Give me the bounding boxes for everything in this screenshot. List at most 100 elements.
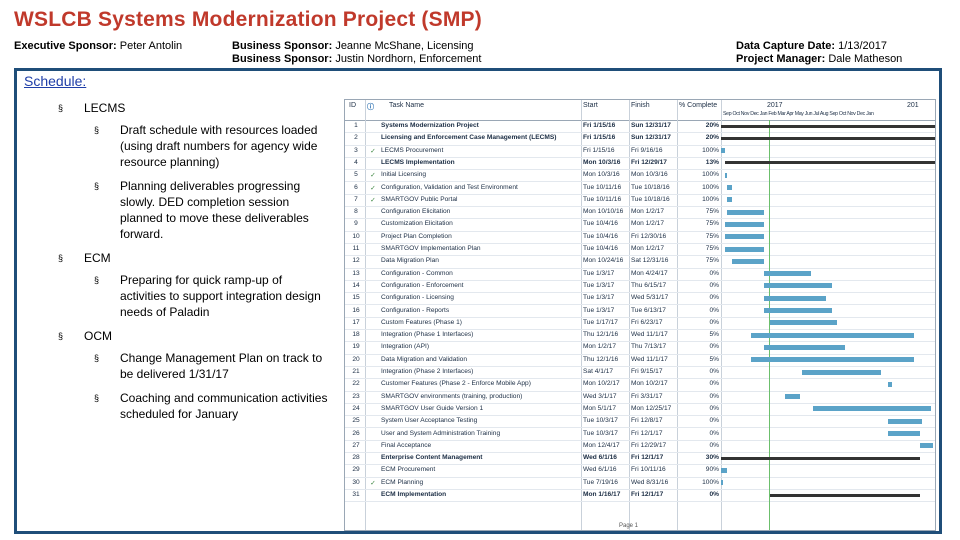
task-bar xyxy=(725,246,764,252)
task-start: Sat 4/1/17 xyxy=(583,368,614,375)
task-bar xyxy=(725,221,764,227)
schedule-subitem: § Change Management Plan on track to be d… xyxy=(58,350,328,382)
gantt-row: 22 Customer Features (Phase 2 - Enforce M… xyxy=(345,378,935,392)
summary-bar xyxy=(721,124,935,128)
task-start: Tue 10/11/16 xyxy=(583,195,622,203)
task-start: Tue 10/4/16 xyxy=(583,220,618,228)
task-percent: 0% xyxy=(709,269,719,277)
schedule-subitem-text: Preparing for quick ramp-up of activitie… xyxy=(120,273,321,319)
gantt-row: 7 ✓ SMARTGOV Public Portal Tue 10/11/16 Tue … xyxy=(345,194,935,208)
task-bar xyxy=(731,258,764,264)
page-footer: Page 1 xyxy=(619,523,639,529)
schedule-subitem-text: Draft schedule with resources loaded (us… xyxy=(120,123,318,169)
schedule-subitem: § Coaching and communication activities s… xyxy=(58,390,328,422)
bullet-marker: § xyxy=(94,275,100,285)
gantt-row: 28 Enterprise Content Management Wed 6/1/1… xyxy=(345,452,935,466)
task-name: SMARTGOV User Guide Version 1 xyxy=(381,404,484,412)
task-name: LECMS Implementation xyxy=(381,158,455,166)
task-id: 2 xyxy=(354,134,358,142)
task-start: Fri 1/15/16 xyxy=(583,134,616,142)
task-bar xyxy=(725,172,728,178)
task-percent: 13% xyxy=(705,158,719,166)
task-finish: Tue 10/18/16 xyxy=(631,183,670,191)
task-id: 21 xyxy=(352,368,360,375)
task-finish: Mon 12/25/17 xyxy=(631,404,672,412)
gantt-row: 21 Integration (Phase 2 Interfaces) Sat 4/… xyxy=(345,366,935,380)
task-percent: 100% xyxy=(702,146,719,154)
task-finish: Fri 3/31/17 xyxy=(631,392,663,400)
task-percent: 0% xyxy=(709,380,719,388)
task-percent: 0% xyxy=(709,491,719,498)
task-percent: 0% xyxy=(709,343,719,351)
task-percent: 20% xyxy=(705,122,719,129)
task-id: 13 xyxy=(352,269,360,277)
task-id: 12 xyxy=(352,257,360,265)
col-pct-complete: % Complete xyxy=(679,102,718,109)
schedule-item: § LECMS xyxy=(58,100,328,116)
task-name: System User Acceptance Testing xyxy=(381,417,478,425)
gantt-row: 8 Configuration Elicitation Mon 10/10/16 Mo… xyxy=(345,206,935,220)
task-bar xyxy=(725,234,764,240)
task-name: SMARTGOV Implementation Plan xyxy=(381,245,481,252)
task-name: Enterprise Content Management xyxy=(381,454,483,462)
bullet-marker: § xyxy=(94,393,100,403)
task-name: Final Acceptance xyxy=(381,441,432,449)
task-finish: Thu 7/13/17 xyxy=(631,343,667,351)
task-name: Data Migration Plan xyxy=(381,257,439,265)
gantt-row: 19 Integration (API) Mon 1/2/17 Thu 7/13/17… xyxy=(345,341,935,355)
task-start: Mon 5/1/17 xyxy=(583,404,616,412)
task-name: Customer Features (Phase 2 - Enforce Mob… xyxy=(381,380,531,388)
task-percent: 0% xyxy=(709,404,719,412)
schedule-item-label: OCM xyxy=(84,329,112,343)
gantt-timeline xyxy=(721,120,935,530)
gantt-row: 14 Configuration - Enforcement Tue 1/3/17 T… xyxy=(345,280,935,294)
bullet-marker: § xyxy=(58,331,64,341)
task-id: 19 xyxy=(352,343,360,351)
task-id: 26 xyxy=(352,429,360,437)
gantt-row: 16 Configuration - Reports Tue 1/3/17 Tue 6… xyxy=(345,305,935,318)
task-start: Mon 10/10/16 xyxy=(583,208,624,216)
task-bar xyxy=(887,431,920,436)
task-percent: 5% xyxy=(709,355,719,363)
task-bar xyxy=(721,467,728,473)
task-start: Tue 1/3/17 xyxy=(583,294,615,302)
business-sponsor-licensing: Business Sponsor: Jeanne McShane, Licens… xyxy=(232,40,474,52)
task-bar xyxy=(763,295,826,301)
task-finish: Fri 9/16/16 xyxy=(631,146,663,154)
schedule-item-label: ECM xyxy=(84,251,111,265)
gantt-row: 30 ✓ ECM Planning Tue 7/19/16 Wed 8/31/16 100… xyxy=(345,477,935,490)
schedule-item-label: LECMS xyxy=(84,101,126,115)
task-percent: 0% xyxy=(709,368,719,375)
gantt-chart: ID ⓘ Task Name Start Finish % Complete 2… xyxy=(344,99,936,531)
task-id: 25 xyxy=(352,417,360,425)
schedule-heading: Schedule: xyxy=(24,73,87,89)
task-percent: 75% xyxy=(705,232,719,240)
task-bar xyxy=(727,197,732,203)
check-icon: ✓ xyxy=(370,196,376,204)
task-bar xyxy=(721,480,724,486)
task-start: Mon 12/4/17 xyxy=(583,441,620,449)
task-id: 20 xyxy=(352,355,360,363)
task-name: Integration (Phase 1 Interfaces) xyxy=(381,331,474,339)
summary-bar xyxy=(770,493,921,497)
task-bar xyxy=(727,209,764,215)
task-name: Configuration - Enforcement xyxy=(381,281,464,289)
task-start: Tue 10/3/17 xyxy=(583,417,618,425)
task-finish: Sat 12/31/16 xyxy=(631,257,669,265)
task-id: 24 xyxy=(352,404,360,412)
task-start: Wed 3/1/17 xyxy=(583,392,617,400)
task-name: ECM Procurement xyxy=(381,466,436,474)
task-bar xyxy=(887,418,923,424)
task-name: Integration (API) xyxy=(381,343,430,351)
task-name: Customization Elicitation xyxy=(381,220,453,228)
task-percent: 75% xyxy=(705,220,719,228)
info-icon: ⓘ xyxy=(367,104,374,111)
gantt-row: 26 User and System Administration Trainin… xyxy=(345,428,935,441)
task-name: Initial Licensing xyxy=(381,171,427,179)
summary-bar xyxy=(725,161,935,165)
task-bar xyxy=(721,148,726,154)
task-name: Systems Modernization Project xyxy=(381,122,479,129)
task-id: 11 xyxy=(352,245,360,252)
page-title: WSLCB Systems Modernization Project (SMP… xyxy=(14,8,482,31)
task-name: SMARTGOV Public Portal xyxy=(381,195,458,203)
